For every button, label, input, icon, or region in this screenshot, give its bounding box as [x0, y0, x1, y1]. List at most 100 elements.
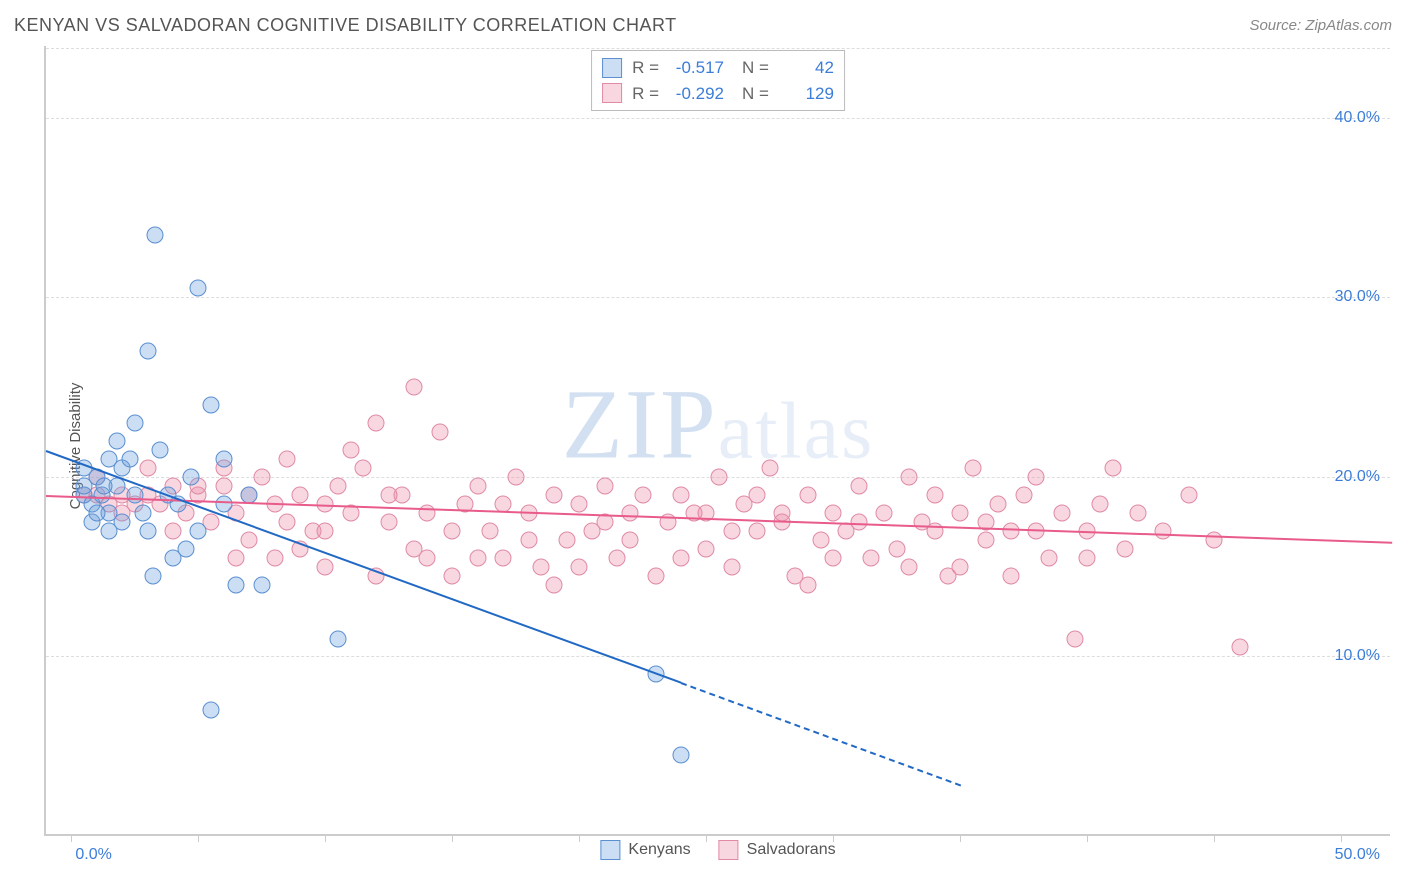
scatter-point-salvadorans — [761, 459, 778, 476]
legend-series-label: Salvadorans — [747, 841, 836, 859]
scatter-point-kenyans — [88, 504, 105, 521]
scatter-point-salvadorans — [1041, 549, 1058, 566]
legend-n-label: N = — [742, 81, 769, 107]
scatter-point-salvadorans — [228, 549, 245, 566]
scatter-point-kenyans — [253, 576, 270, 593]
legend-n-value: 42 — [779, 55, 834, 81]
scatter-point-salvadorans — [1091, 495, 1108, 512]
scatter-point-kenyans — [203, 397, 220, 414]
legend-swatch — [719, 840, 739, 860]
scatter-point-salvadorans — [672, 549, 689, 566]
scatter-point-salvadorans — [952, 558, 969, 575]
scatter-point-kenyans — [228, 576, 245, 593]
scatter-point-kenyans — [139, 343, 156, 360]
scatter-point-salvadorans — [380, 486, 397, 503]
scatter-point-salvadorans — [977, 531, 994, 548]
scatter-point-salvadorans — [495, 549, 512, 566]
scatter-point-salvadorans — [418, 504, 435, 521]
scatter-point-salvadorans — [1053, 504, 1070, 521]
legend-n-value: 129 — [779, 81, 834, 107]
gridline — [46, 118, 1390, 119]
scatter-point-salvadorans — [406, 379, 423, 396]
scatter-point-kenyans — [241, 486, 258, 503]
scatter-point-salvadorans — [863, 549, 880, 566]
scatter-point-kenyans — [121, 450, 138, 467]
scatter-point-salvadorans — [698, 540, 715, 557]
legend-series-label: Kenyans — [628, 841, 690, 859]
scatter-point-salvadorans — [444, 567, 461, 584]
x-tick — [579, 834, 580, 842]
scatter-point-salvadorans — [444, 522, 461, 539]
legend-r-label: R = — [632, 55, 659, 81]
x-tick-label-left: 0.0% — [75, 846, 111, 864]
scatter-point-salvadorans — [291, 486, 308, 503]
scatter-point-salvadorans — [672, 486, 689, 503]
scatter-point-salvadorans — [901, 558, 918, 575]
scatter-point-salvadorans — [990, 495, 1007, 512]
scatter-point-kenyans — [96, 477, 113, 494]
scatter-point-salvadorans — [266, 549, 283, 566]
watermark: ZIPatlas — [562, 367, 875, 482]
scatter-point-kenyans — [152, 441, 169, 458]
scatter-point-salvadorans — [799, 576, 816, 593]
scatter-point-salvadorans — [634, 486, 651, 503]
gridline — [46, 48, 1390, 49]
legend-r-value: -0.517 — [669, 55, 724, 81]
scatter-point-salvadorans — [749, 486, 766, 503]
x-tick — [71, 834, 72, 842]
scatter-point-kenyans — [134, 504, 151, 521]
scatter-point-kenyans — [190, 280, 207, 297]
scatter-point-salvadorans — [571, 558, 588, 575]
x-tick — [198, 834, 199, 842]
scatter-point-salvadorans — [469, 477, 486, 494]
legend-series: Kenyans Salvadorans — [600, 840, 835, 860]
scatter-point-salvadorans — [1155, 522, 1172, 539]
trendline-kenyans-extrapolated — [681, 682, 961, 786]
scatter-point-salvadorans — [368, 415, 385, 432]
y-tick-label: 40.0% — [1335, 109, 1380, 127]
gridline — [46, 297, 1390, 298]
scatter-point-salvadorans — [342, 441, 359, 458]
legend-swatch — [600, 840, 620, 860]
scatter-point-salvadorans — [1003, 567, 1020, 584]
scatter-point-kenyans — [203, 702, 220, 719]
scatter-point-salvadorans — [380, 513, 397, 530]
scatter-point-kenyans — [144, 567, 161, 584]
y-tick-label: 20.0% — [1335, 468, 1380, 486]
scatter-point-kenyans — [330, 630, 347, 647]
scatter-point-salvadorans — [355, 459, 372, 476]
scatter-point-salvadorans — [799, 486, 816, 503]
scatter-point-salvadorans — [241, 531, 258, 548]
y-tick-label: 30.0% — [1335, 288, 1380, 306]
scatter-point-salvadorans — [876, 504, 893, 521]
scatter-point-salvadorans — [1117, 540, 1134, 557]
scatter-point-kenyans — [215, 495, 232, 512]
scatter-point-kenyans — [126, 486, 143, 503]
scatter-point-salvadorans — [164, 522, 181, 539]
scatter-point-salvadorans — [571, 495, 588, 512]
chart-title: KENYAN VS SALVADORAN COGNITIVE DISABILIT… — [14, 15, 677, 36]
scatter-point-salvadorans — [1028, 468, 1045, 485]
scatter-point-salvadorans — [964, 459, 981, 476]
scatter-point-kenyans — [139, 522, 156, 539]
scatter-point-salvadorans — [279, 450, 296, 467]
scatter-point-salvadorans — [609, 549, 626, 566]
scatter-point-salvadorans — [139, 459, 156, 476]
scatter-point-salvadorans — [812, 531, 829, 548]
legend-correlation: R =-0.517N =42R =-0.292N =129 — [591, 50, 845, 111]
scatter-point-kenyans — [126, 415, 143, 432]
legend-series-item: Salvadorans — [719, 840, 836, 860]
scatter-point-salvadorans — [952, 504, 969, 521]
scatter-point-salvadorans — [520, 531, 537, 548]
legend-correlation-row: R =-0.292N =129 — [602, 81, 834, 107]
x-tick — [325, 834, 326, 842]
scatter-point-salvadorans — [647, 567, 664, 584]
scatter-point-salvadorans — [901, 468, 918, 485]
scatter-point-salvadorans — [431, 424, 448, 441]
x-tick-label-right: 50.0% — [1335, 846, 1380, 864]
scatter-point-kenyans — [147, 226, 164, 243]
scatter-point-salvadorans — [825, 549, 842, 566]
scatter-point-salvadorans — [317, 558, 334, 575]
x-tick — [833, 834, 834, 842]
scatter-point-salvadorans — [317, 522, 334, 539]
